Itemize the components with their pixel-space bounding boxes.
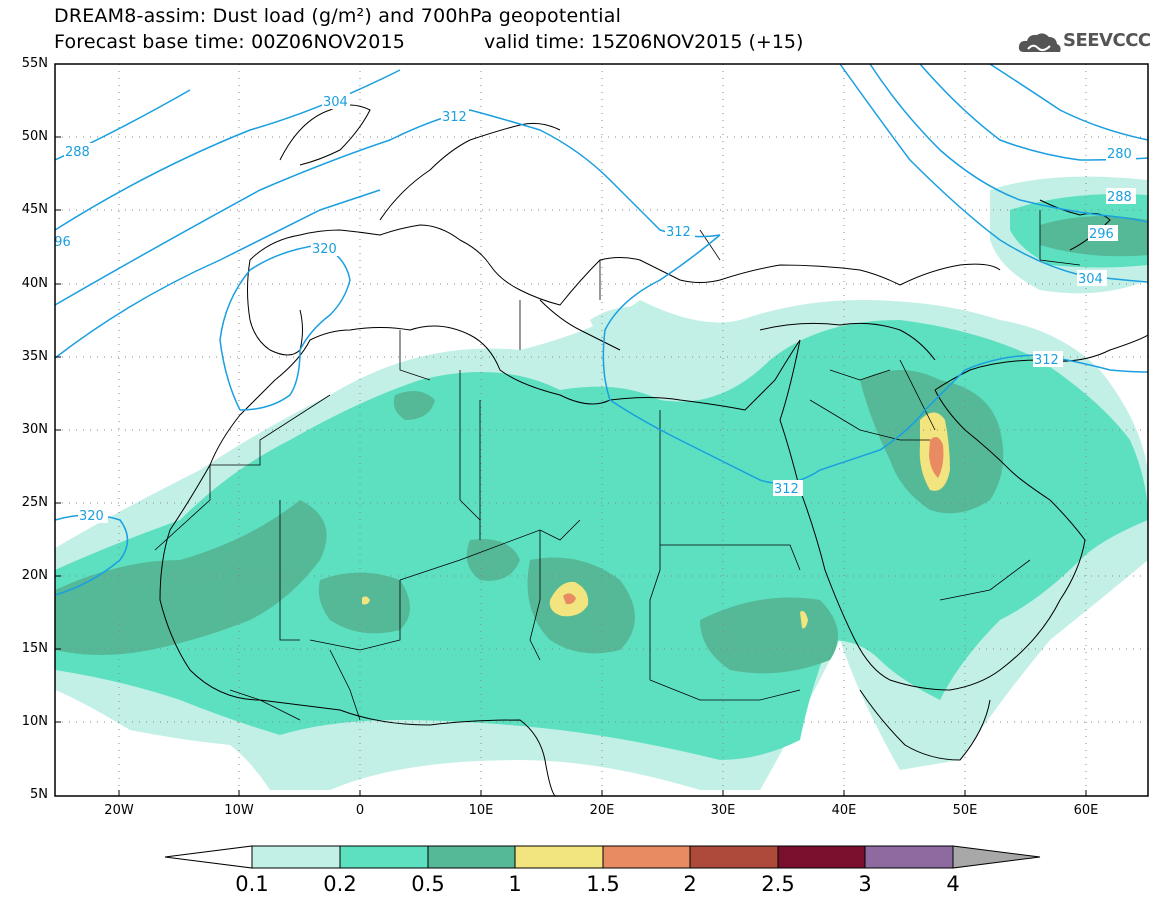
colorbar-label: 0.1 [235, 872, 269, 896]
forecast-base-time: Forecast base time: 00Z06NOV2015 [54, 31, 406, 53]
map-title: DREAM8-assim: Dust load (g/m²) and 700hP… [54, 5, 622, 27]
colorbar-label: 2 [683, 872, 697, 896]
lon-label: 10W [224, 803, 254, 818]
lon-label: 60E [1073, 803, 1099, 818]
isohypse-label: 312 [442, 110, 467, 125]
lat-label: 20N [21, 568, 48, 583]
cloud-icon [1018, 33, 1061, 52]
lat-label: 35N [21, 349, 48, 364]
isohypse-label: 296 [46, 235, 71, 250]
lon-label: 0 [355, 803, 365, 818]
lat-label: 40N [21, 276, 48, 291]
lat-label: 45N [21, 202, 48, 217]
graticule [55, 64, 1148, 796]
isohypse-label: 288 [65, 145, 90, 160]
colorbar-swatch [514, 845, 604, 869]
lon-label: 20W [104, 803, 134, 818]
isohypse-label: 312 [1034, 353, 1059, 368]
colorbar-label: 2.5 [761, 872, 795, 896]
colorbar-label: 0.5 [411, 872, 445, 896]
colorbar-label: 0.2 [323, 872, 357, 896]
isohypse-label: 280 [1107, 147, 1132, 162]
colorbar-swatch [602, 845, 691, 869]
isohypse-label: 312 [666, 225, 691, 240]
colorbar-swatch [777, 845, 866, 869]
axis-ticks [55, 136, 1087, 796]
lon-label: 10E [468, 803, 494, 818]
colorbar-high-arrow [952, 845, 1041, 869]
colorbar-low-arrow [164, 845, 253, 869]
lon-label: 30E [710, 803, 736, 818]
lon-label: 50E [952, 803, 978, 818]
colorbar [164, 845, 1041, 869]
colorbar-label: 3 [858, 872, 872, 896]
isohypse-label: 320 [312, 242, 337, 257]
colorbar-label: 4 [946, 872, 960, 896]
lon-label: 40E [831, 803, 857, 818]
colorbar-swatch [251, 845, 341, 869]
isohypse-label: 296 [1089, 227, 1114, 242]
lat-label: 5N [30, 787, 48, 802]
valid-time: valid time: 15Z06NOV2015 (+15) [484, 31, 804, 53]
lat-label: 15N [21, 641, 48, 656]
lat-label: 25N [21, 495, 48, 510]
logo-text: SEEVCCC [1063, 30, 1151, 51]
isohypse-label: 320 [79, 509, 104, 524]
lon-label: 20E [589, 803, 615, 818]
country-borders [154, 210, 1081, 721]
isohypse-label: 304 [323, 95, 348, 110]
colorbar-label: 1.5 [586, 872, 620, 896]
colorbar-swatch [339, 845, 429, 869]
isohypse-label: 312 [774, 482, 799, 497]
colorbar-swatch [427, 845, 516, 869]
lat-label: 50N [21, 129, 48, 144]
lat-label: 30N [21, 422, 48, 437]
dust-layer-1-5 [563, 436, 944, 605]
colorbar-swatch [689, 845, 779, 869]
isohypse-label: 304 [1078, 272, 1103, 287]
lat-label: 55N [21, 56, 48, 71]
colorbar-label: 1 [508, 872, 522, 896]
isohypse-label: 288 [1107, 190, 1132, 205]
colorbar-swatch [864, 845, 954, 869]
lat-label: 10N [21, 714, 48, 729]
isohypse-labels: 304 288 312 296 320 312 320 312 280 288 … [46, 93, 1136, 524]
